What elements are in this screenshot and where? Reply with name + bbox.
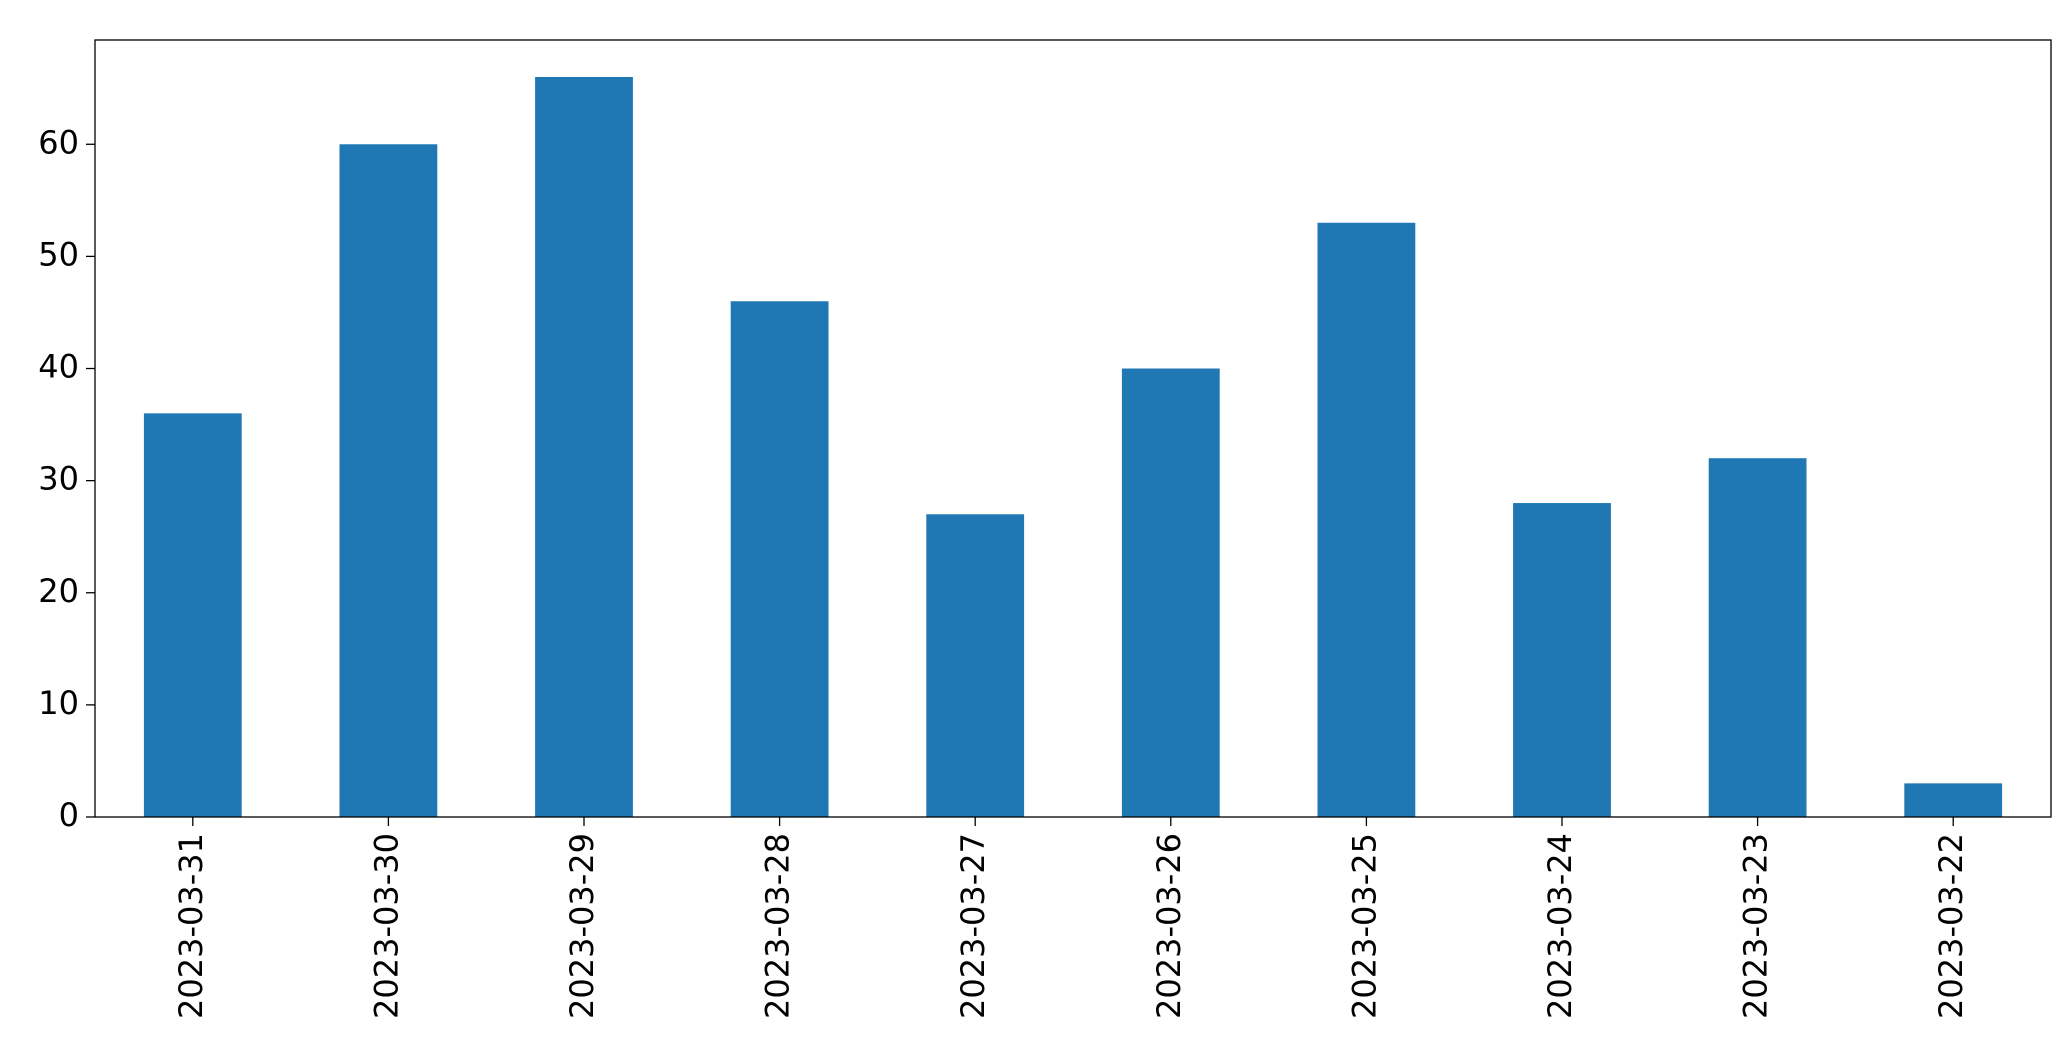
x-tick-label: 2023-03-26 bbox=[1150, 833, 1188, 1019]
plot-frame bbox=[94, 39, 2052, 818]
bar bbox=[730, 301, 829, 817]
bar bbox=[926, 514, 1025, 817]
x-tick-label: 2023-03-31 bbox=[172, 833, 210, 1019]
x-tick-label: 2023-03-24 bbox=[1541, 833, 1579, 1019]
y-tick-label: 10 bbox=[38, 684, 79, 722]
bar bbox=[535, 77, 633, 817]
x-tick-label: 2023-03-27 bbox=[954, 833, 992, 1019]
y-tick-label: 40 bbox=[38, 348, 79, 386]
x-tick-label: 2023-03-25 bbox=[1345, 833, 1383, 1019]
bar bbox=[143, 413, 242, 817]
bar bbox=[1708, 458, 1807, 817]
x-tick-label: 2023-03-22 bbox=[1932, 833, 1970, 1019]
x-tick-label: 2023-03-29 bbox=[563, 833, 601, 1019]
y-tick-label: 30 bbox=[38, 460, 79, 498]
bar bbox=[1317, 222, 1416, 817]
bar bbox=[1121, 368, 1220, 817]
y-tick-label: 50 bbox=[38, 235, 79, 273]
x-tick-label: 2023-03-23 bbox=[1737, 833, 1775, 1019]
bar bbox=[1513, 503, 1611, 817]
y-tick-label: 20 bbox=[38, 572, 79, 610]
bar bbox=[339, 144, 438, 818]
y-tick-label: 0 bbox=[59, 796, 79, 834]
y-tick-label: 60 bbox=[38, 123, 79, 161]
x-tick-label: 2023-03-28 bbox=[759, 833, 797, 1019]
x-tick-label: 2023-03-30 bbox=[367, 833, 405, 1019]
bar bbox=[1904, 783, 2003, 817]
